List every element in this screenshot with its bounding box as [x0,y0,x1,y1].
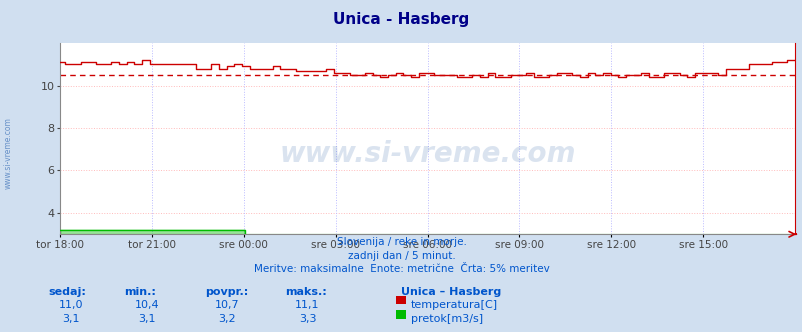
Text: povpr.:: povpr.: [205,287,248,297]
Text: 3,1: 3,1 [138,314,156,324]
Text: 11,1: 11,1 [295,300,319,310]
Text: 10,7: 10,7 [215,300,239,310]
Text: Unica – Hasberg: Unica – Hasberg [401,287,501,297]
Text: pretok[m3/s]: pretok[m3/s] [411,314,483,324]
Text: maks.:: maks.: [285,287,326,297]
Text: 11,0: 11,0 [59,300,83,310]
Text: sedaj:: sedaj: [48,287,86,297]
Text: zadnji dan / 5 minut.: zadnji dan / 5 minut. [347,251,455,261]
Text: 3,2: 3,2 [218,314,236,324]
Text: 3,1: 3,1 [62,314,79,324]
Text: www.si-vreme.com: www.si-vreme.com [3,117,13,189]
Text: www.si-vreme.com: www.si-vreme.com [279,140,575,168]
Text: 10,4: 10,4 [135,300,159,310]
Text: 3,3: 3,3 [298,314,316,324]
Text: min.:: min.: [124,287,156,297]
Text: temperatura[C]: temperatura[C] [411,300,497,310]
Text: Meritve: maksimalne  Enote: metrične  Črta: 5% meritev: Meritve: maksimalne Enote: metrične Črta… [253,264,549,274]
Text: Unica - Hasberg: Unica - Hasberg [333,12,469,27]
Text: Slovenija / reke in morje.: Slovenija / reke in morje. [336,237,466,247]
